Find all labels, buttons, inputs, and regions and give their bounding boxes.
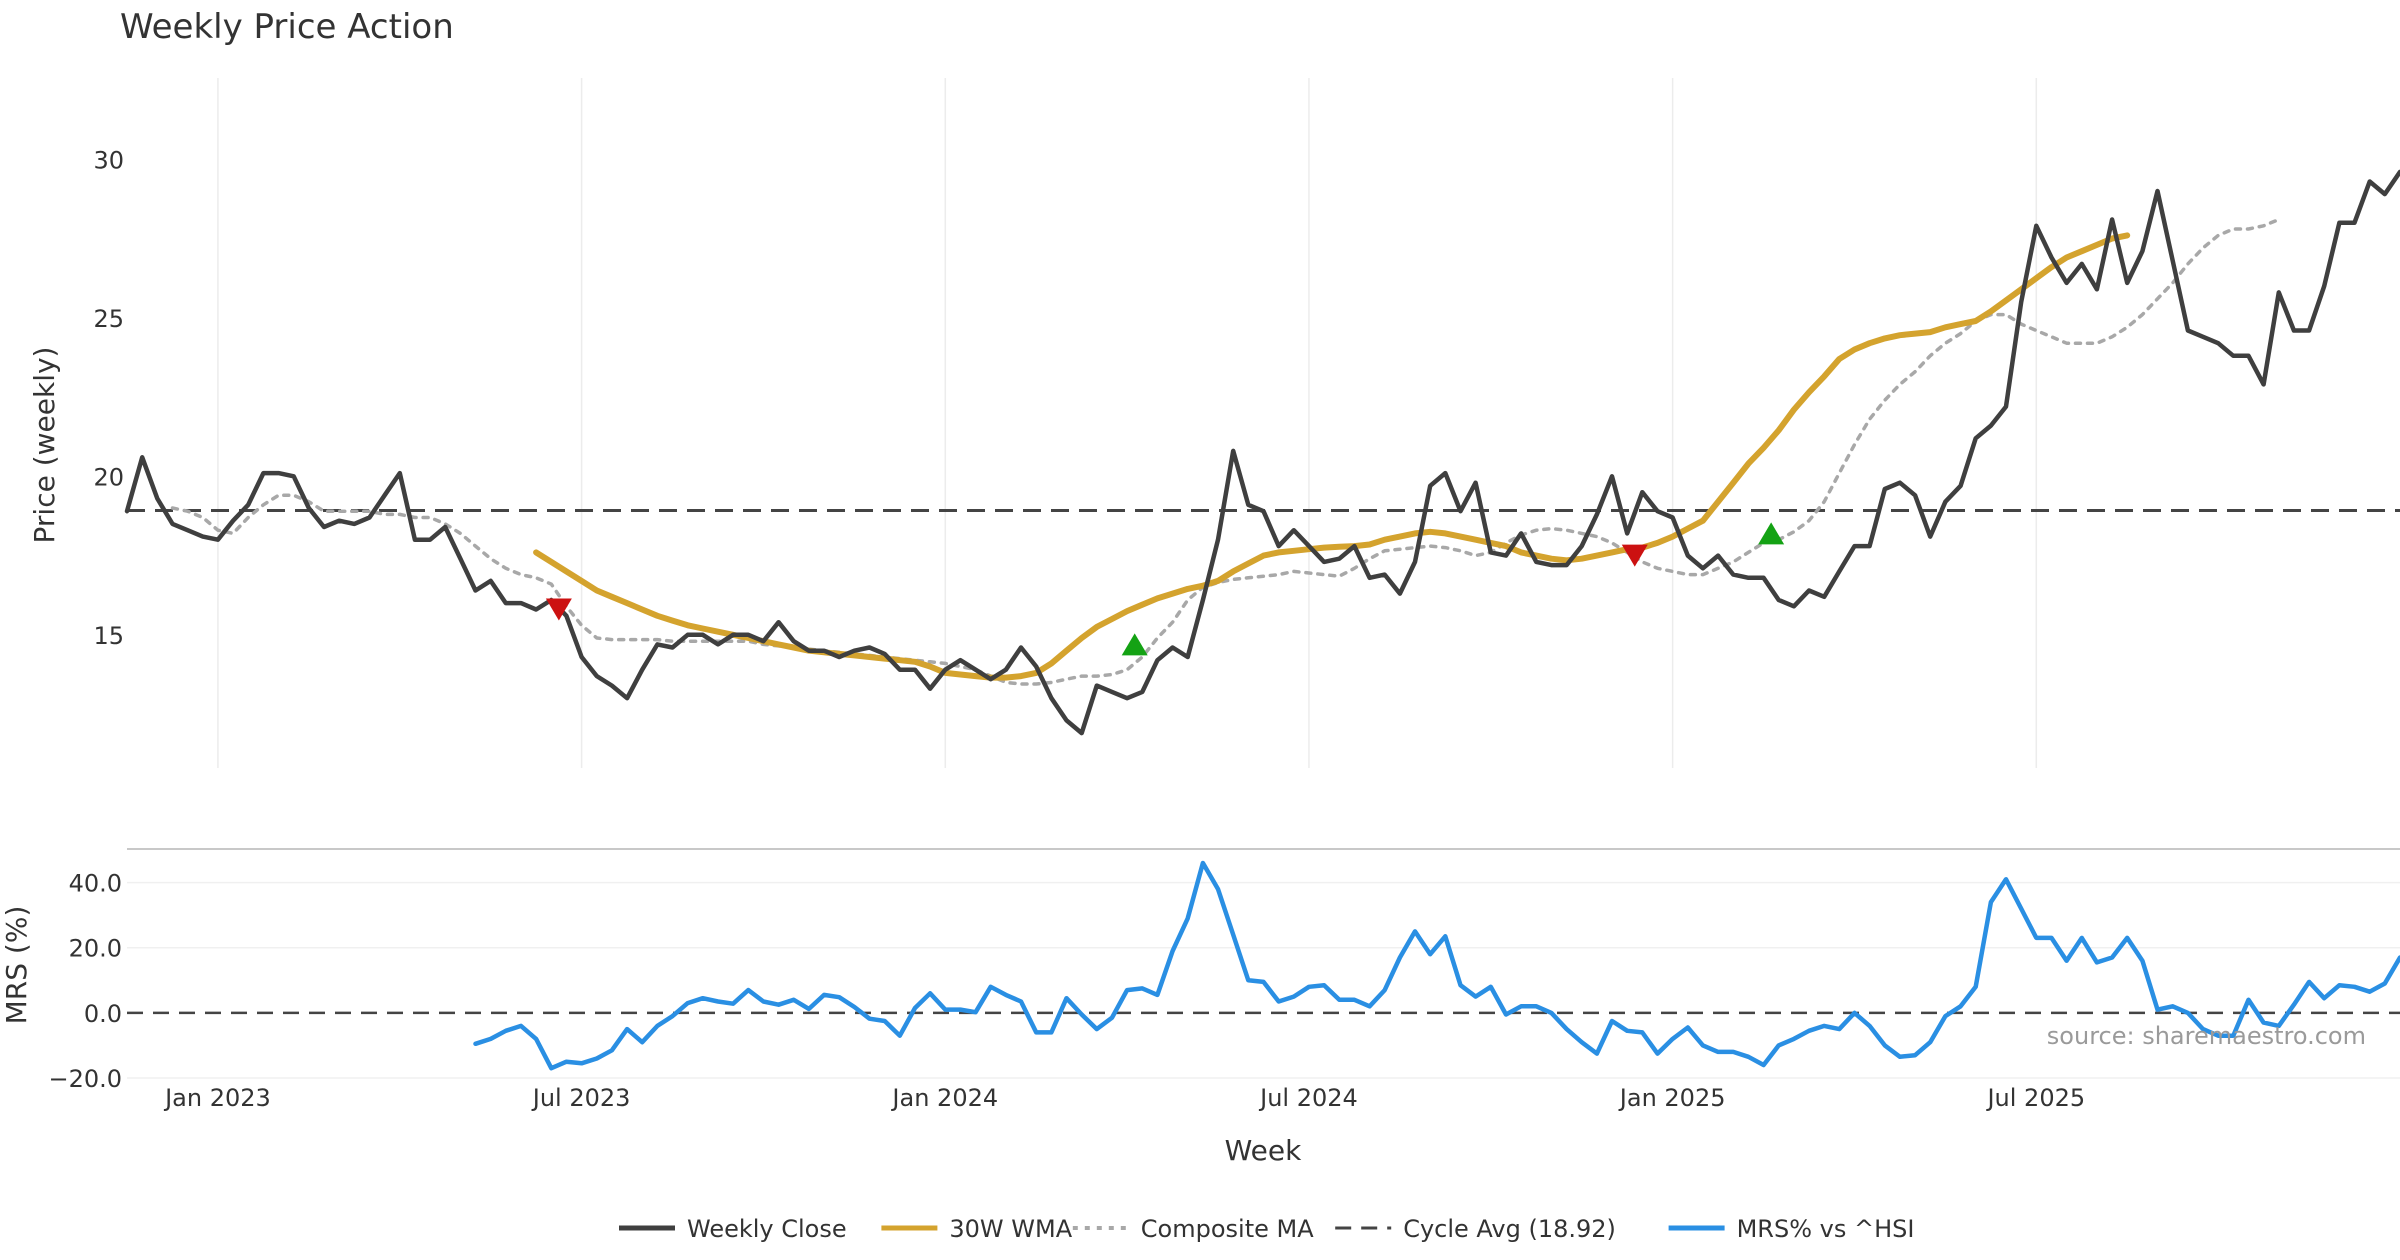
price-y-tick-label: 25 xyxy=(93,305,124,333)
mrs-line xyxy=(473,860,2400,1071)
price-y-tick-label: 30 xyxy=(93,146,124,174)
mrs-y-tick-label: 20.0 xyxy=(69,935,122,963)
mrs-y-tick-label: 40.0 xyxy=(69,870,122,898)
legend-item-composite-ma: Composite MA xyxy=(1072,1215,1314,1243)
legend-label: MRS% vs ^HSI xyxy=(1737,1215,1915,1243)
source-watermark: source: sharemaestro.com xyxy=(2047,1022,2366,1050)
x-axis-title: Week xyxy=(1225,1134,1302,1167)
price-grid xyxy=(217,78,2038,768)
mrs-y-tick-label: −20.0 xyxy=(48,1065,122,1093)
legend-item-30w-wma: 30W WMA xyxy=(881,1215,1073,1243)
legend-label: 30W WMA xyxy=(949,1215,1072,1243)
legend-label: Weekly Close xyxy=(687,1215,847,1243)
weekly-close-line xyxy=(124,169,2400,736)
mrs-y-tick-label: 0.0 xyxy=(84,1000,122,1028)
legend-item-weekly-close: Weekly Close xyxy=(619,1215,847,1243)
legend-item-cycle-avg-18-92: Cycle Avg (18.92) xyxy=(1335,1215,1616,1243)
x-tick-label: Jul 2023 xyxy=(531,1084,631,1112)
mrs-y-axis-title: MRS (%) xyxy=(0,906,33,1025)
mrs-grid xyxy=(127,881,2400,1079)
x-tick-label: Jan 2024 xyxy=(890,1084,998,1112)
mrs-y-ticks: 40.0 20.0 0.0 −20.0 xyxy=(48,870,122,1093)
x-tick-label: Jan 2023 xyxy=(163,1084,271,1112)
price-y-tick-label: 20 xyxy=(93,463,124,491)
price-y-tick-label: 15 xyxy=(93,622,124,650)
chart-title: Weekly Price Action xyxy=(120,7,454,47)
legend-label: Cycle Avg (18.92) xyxy=(1403,1215,1616,1243)
signal-markers xyxy=(545,522,1785,656)
mrs-series xyxy=(473,860,2400,1071)
price-series xyxy=(124,169,2400,736)
sell-signal-marker xyxy=(1621,544,1648,567)
legend-item-mrs-vs-hsi: MRS% vs ^HSI xyxy=(1668,1215,1915,1243)
legend: Weekly Close 30W WMA Composite MA Cycle Avg… xyxy=(619,1215,1914,1243)
x-ticks: Jan 2023 Jul 2023 Jan 2024 Jul 2024 Jan 2025… xyxy=(163,1084,2085,1112)
30w-wma-line xyxy=(533,232,2131,681)
x-tick-label: Jul 2024 xyxy=(1258,1084,1358,1112)
buy-signal-marker xyxy=(1121,633,1148,656)
buy-signal-marker xyxy=(1758,522,1785,545)
sell-signal-marker xyxy=(545,598,572,621)
composite-ma-line xyxy=(170,217,2281,686)
price-y-ticks: 15 20 25 30 xyxy=(93,146,124,650)
price-y-axis-title: Price (weekly) xyxy=(28,347,61,544)
legend-label: Composite MA xyxy=(1141,1215,1314,1243)
x-tick-label: Jul 2025 xyxy=(1985,1084,2085,1112)
x-tick-label: Jan 2025 xyxy=(1618,1084,1726,1112)
